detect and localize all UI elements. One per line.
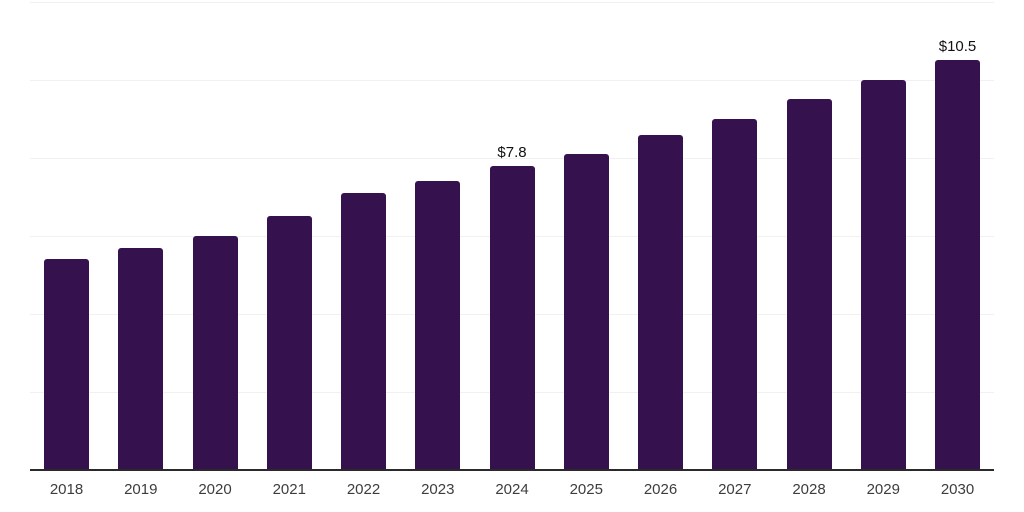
x-tick-label-2025: 2025 bbox=[569, 481, 603, 498]
bar-2021 bbox=[266, 216, 312, 470]
bar-group-2019: 2019 bbox=[118, 2, 164, 497]
bar-value-label-2030: $10.5 bbox=[938, 38, 977, 55]
bar-2024 bbox=[489, 166, 535, 470]
bar-group-2021: 2021 bbox=[266, 2, 312, 497]
bar-group-2020: 2020 bbox=[192, 2, 238, 497]
x-tick-label-2029: 2029 bbox=[866, 481, 900, 498]
bar-group-2030: $10.5 2030 bbox=[935, 2, 980, 497]
x-tick-label-2022: 2022 bbox=[346, 481, 381, 498]
bar-group-2024: $7.8 2024 bbox=[489, 2, 535, 497]
bar-2022 bbox=[341, 193, 386, 470]
bar-group-2027: 2027 bbox=[712, 2, 758, 497]
gridline-y12 bbox=[30, 2, 994, 3]
x-tick-label-2023: 2023 bbox=[421, 481, 455, 498]
bar-2027 bbox=[712, 119, 758, 470]
bar-group-2029: 2029 bbox=[860, 2, 906, 497]
x-tick-label-2021: 2021 bbox=[272, 481, 306, 498]
x-tick-label-2018: 2018 bbox=[49, 481, 84, 498]
bar-group-2018: 2018 bbox=[44, 2, 89, 497]
x-tick-label-2020: 2020 bbox=[198, 481, 232, 498]
bar-2030 bbox=[935, 60, 980, 470]
bar-2026 bbox=[638, 135, 683, 470]
bar-2018 bbox=[44, 259, 89, 470]
gridline-y10 bbox=[30, 80, 994, 81]
bar-group-2028: 2028 bbox=[786, 2, 832, 497]
gridline-y8 bbox=[30, 158, 994, 159]
bar-group-2022: 2022 bbox=[341, 2, 386, 497]
bar-2023 bbox=[415, 181, 461, 470]
bar-group-2023: 2023 bbox=[415, 2, 461, 497]
bar-group-2025: 2025 bbox=[563, 2, 609, 497]
bar-group-2026: 2026 bbox=[638, 2, 683, 497]
bar-2029 bbox=[860, 80, 906, 470]
bar-value-label-2024: $7.8 bbox=[497, 144, 527, 161]
bar-2020 bbox=[192, 236, 238, 470]
x-tick-label-2027: 2027 bbox=[718, 481, 752, 498]
x-axis-line bbox=[30, 469, 994, 471]
x-tick-label-2024: 2024 bbox=[495, 481, 529, 498]
bar-2028 bbox=[786, 99, 832, 470]
x-tick-label-2030: 2030 bbox=[940, 481, 975, 498]
x-tick-label-2026: 2026 bbox=[643, 481, 678, 498]
bar-2025 bbox=[563, 154, 609, 470]
plot-area: 2018 2019 2020 2021 2022 2023 $7.8 2024 2025 2026… bbox=[30, 2, 994, 497]
x-tick-label-2028: 2028 bbox=[792, 481, 826, 498]
bar-2019 bbox=[118, 248, 164, 470]
x-tick-label-2019: 2019 bbox=[124, 481, 158, 498]
bars-container: 2018 2019 2020 2021 2022 2023 $7.8 2024 2025 2026… bbox=[30, 2, 994, 497]
